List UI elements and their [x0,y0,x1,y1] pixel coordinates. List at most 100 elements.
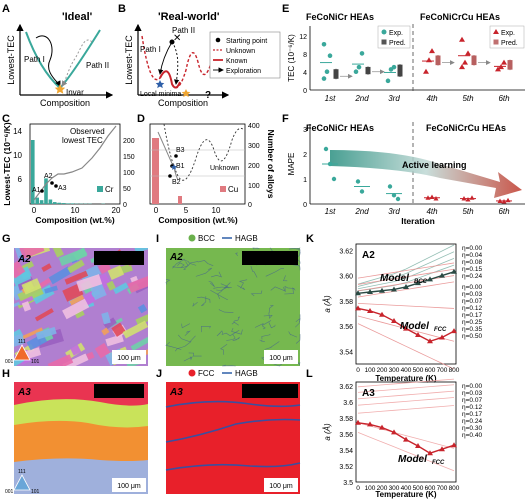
grain-boundary [262,325,266,330]
grain-boundary [221,329,240,337]
xtick: 200 [377,367,388,374]
invar-label: Invar [66,88,84,97]
pred-point [333,69,339,75]
legend-pred: Pred. [389,40,406,47]
a1-point [40,189,44,193]
eta-label: η=0.00 [462,284,482,291]
mape-point [331,176,337,182]
grain [47,354,74,366]
exp-point [327,53,333,59]
plot-frame [355,381,457,483]
mape-point [387,184,393,189]
grain [134,248,148,254]
mape-point [323,146,329,152]
xtick: 800 [449,485,460,492]
grain-boundary [252,247,260,250]
legend-known: Known [226,58,248,65]
grain-boundary [184,330,191,336]
xtick: 0 [356,367,360,374]
ytick: 3.52 [339,464,353,471]
grain [130,333,148,351]
eta-label: η=0.03 [462,390,482,397]
xtick: 700 [437,485,448,492]
exp-point [353,69,359,75]
fcc-eta-line [357,422,455,449]
map-tag: A3 [17,387,31,398]
ytick: 0 [303,88,307,95]
fcc-eta-line [357,384,455,393]
grain-boundary [288,331,298,338]
mape-point [505,197,511,203]
mape-point [355,179,361,184]
grain [79,265,101,282]
tri-label: 111 [18,469,26,475]
model-fcc-point [415,331,421,337]
model-fcc-point [451,328,457,334]
cr-histogram [31,140,105,204]
xtick: 400 [401,485,412,492]
grain-boundary [265,268,284,277]
grain-boundary [231,327,243,335]
grain-boundary [250,266,258,278]
y2-label: Number of alloys [266,130,276,199]
grain-boundary [195,267,212,277]
a2-point [50,181,54,185]
grain-boundary [218,309,234,313]
grain [127,274,148,293]
grain-boundary [259,339,265,342]
mape-point [429,194,435,199]
xtick: 5th [462,207,474,216]
a1-label: A1 [32,187,41,194]
legend-b: Starting point Unknown Known Exploration [209,31,281,79]
grain [21,301,32,312]
pred-point [397,69,403,75]
tri-label: 101 [31,359,40,365]
map-tag: A2 [169,252,183,263]
model-bcc-point [427,276,433,282]
legend-hagb: HAGB [235,369,258,378]
eta-label: η=0.24 [462,418,482,425]
grain [14,333,26,349]
unknown-curve [163,123,245,181]
ytick: 4 [303,70,307,77]
x-label: Composition (wt.%) [35,215,114,225]
map-title-bg [242,384,298,398]
y2tick: 200 [248,163,260,170]
y2tick: 300 [248,143,260,150]
model-fcc-point [367,307,373,313]
grain-boundary [208,280,215,288]
y-label: TEC (10⁻⁶/K) [287,34,296,82]
cr-bar [31,140,35,204]
grain-boundary [192,302,198,307]
exp-point [391,64,397,70]
observed-label-2: lowest TEC [62,136,103,145]
panel-d: D B1 B2 B3 Unknown Cu 0 100 200 300 400 … [137,113,276,225]
panel-label: L [306,368,313,380]
scale-bar-bg [264,478,298,492]
mape-point [395,196,401,202]
model-fcc-point [403,436,409,442]
b3-point [174,154,178,158]
grain [62,298,90,320]
model-fcc-point [439,446,445,452]
bcc-eta-line [357,258,455,290]
sample-tag: A2 [362,250,375,261]
grain [105,334,124,347]
eta-label: η=0.40 [462,432,482,439]
model-fcc-point [379,424,385,430]
grain-boundary [220,282,231,289]
xtick: 600 [425,367,436,374]
grain-boundary [210,289,228,301]
eta-label: η=0.08 [462,259,482,266]
x-label: Iteration [401,216,435,226]
fcc-eta-line [357,262,455,279]
cu-bar [178,196,182,204]
grain [69,294,85,306]
xtick: 300 [389,485,400,492]
x-label: Temperature (K) [375,374,437,383]
model-fcc-point [427,338,433,344]
panel-title: 'Ideal' [62,11,93,23]
e-data-marks [320,36,513,84]
exp-point [495,66,501,72]
